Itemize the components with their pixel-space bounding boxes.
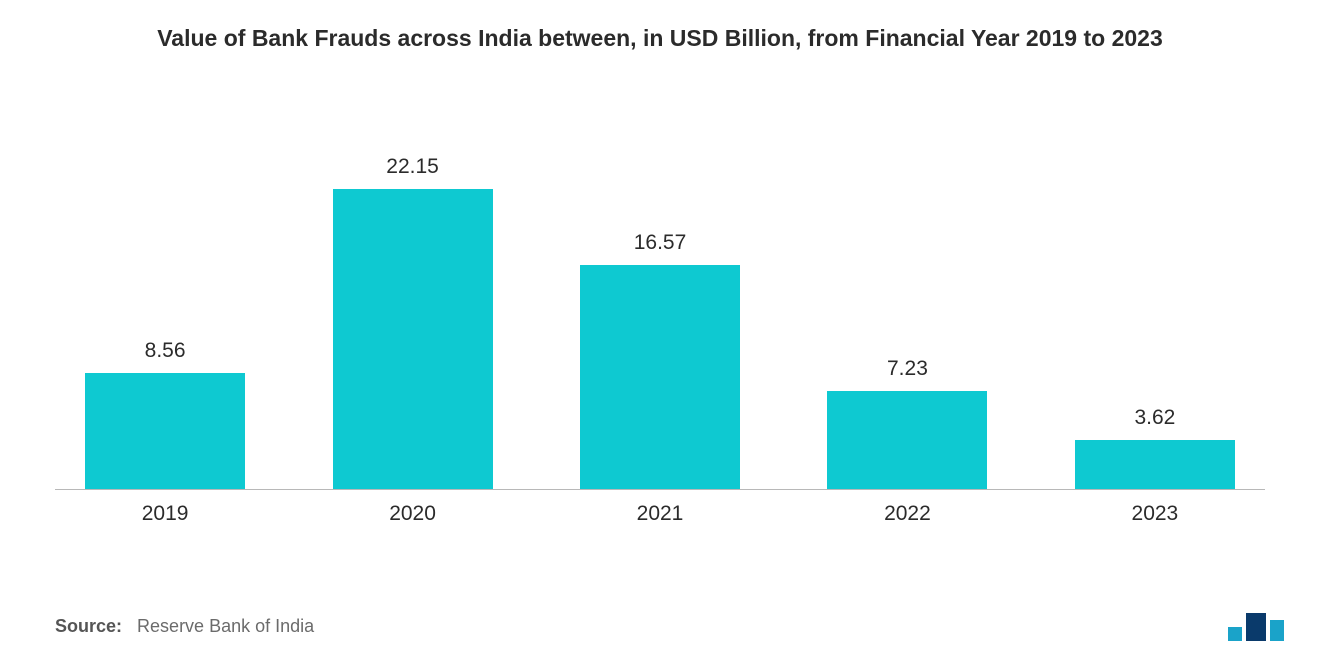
- bar-value-label: 3.62: [1134, 406, 1175, 430]
- x-label-2020: 2020: [389, 502, 436, 526]
- bar-2019: 8.56: [85, 339, 245, 489]
- bar-value-label: 22.15: [386, 155, 439, 179]
- bar-value-label: 8.56: [145, 339, 186, 363]
- source-value: Reserve Bank of India: [137, 616, 314, 636]
- source-label: Source:: [55, 616, 122, 636]
- bar-2022: 7.23: [827, 357, 987, 489]
- mi-logo: [1226, 613, 1286, 641]
- chart-area: 8.5622.1516.577.233.62 20192020202120222…: [55, 145, 1265, 550]
- bar-2021: 16.57: [580, 231, 740, 489]
- bar-rect: [1075, 440, 1235, 489]
- chart-plot: 8.56 22.15 16.57 7.23 3.62: [55, 145, 1265, 490]
- bar-2020: 22.15: [333, 155, 493, 489]
- bar-rect: [827, 391, 987, 489]
- x-label-2023: 2023: [1132, 502, 1179, 526]
- chart-title: Value of Bank Frauds across India betwee…: [0, 0, 1320, 54]
- bar-2023: 3.62: [1075, 406, 1235, 489]
- bar-rect: [580, 265, 740, 489]
- x-label-2021: 2021: [637, 502, 684, 526]
- source-line: Source: Reserve Bank of India: [55, 616, 314, 637]
- x-label-2022: 2022: [884, 502, 931, 526]
- bar-rect: [85, 373, 245, 489]
- bar-rect: [333, 189, 493, 489]
- x-axis-labels: 2019 2020 2021 2022 2023: [55, 490, 1265, 530]
- bar-value-label: 7.23: [887, 357, 928, 381]
- bar-value-label: 16.57: [634, 231, 687, 255]
- mi-logo-icon: [1226, 613, 1286, 641]
- x-label-2019: 2019: [142, 502, 189, 526]
